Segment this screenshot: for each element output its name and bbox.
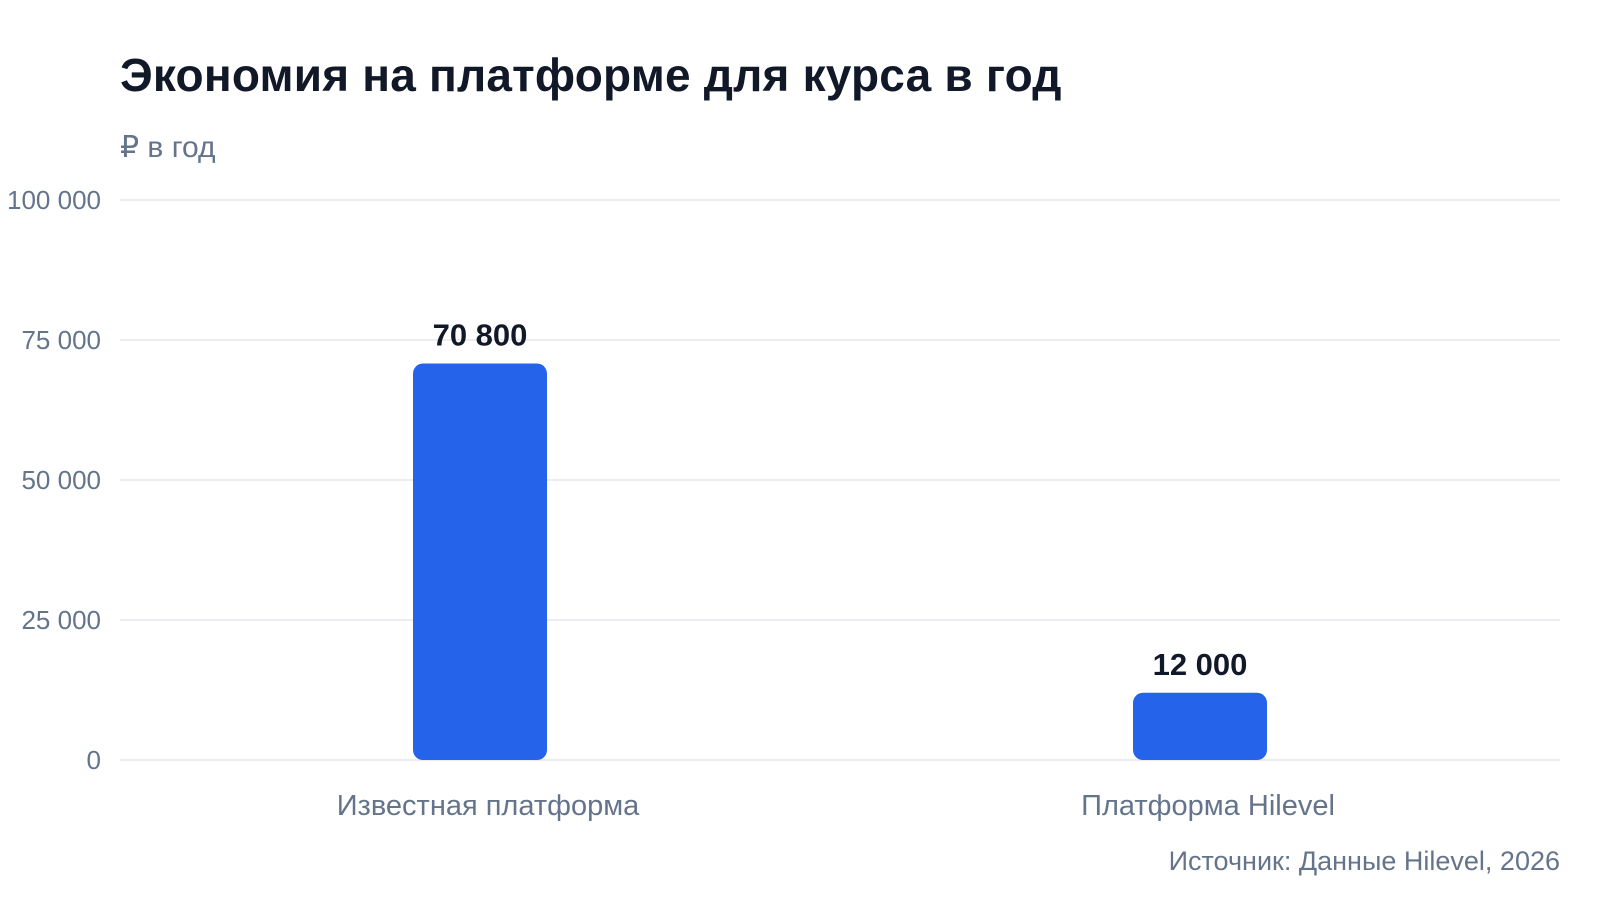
y-tick-label: 25 000: [21, 605, 101, 635]
grid-lines: [120, 199, 1560, 761]
y-axis-ticks: 0 25 000 50 000 75 000 100 000: [7, 185, 101, 775]
y-tick-label: 50 000: [21, 465, 101, 495]
chart-source: Источник: Данные Hilevel, 2026: [1168, 846, 1560, 876]
bars: [413, 363, 1267, 760]
bar-data-label: 12 000: [1153, 647, 1248, 682]
bar: [413, 363, 547, 760]
bar: [1133, 692, 1267, 760]
data-labels: 70 800 12 000: [433, 318, 1248, 682]
y-tick-label: 100 000: [7, 185, 101, 215]
x-category-label: Известная платформа: [337, 790, 640, 822]
y-tick-label: 0: [87, 745, 101, 775]
bar-data-label: 70 800: [433, 318, 528, 353]
x-category-label: Платформа Hilevel: [1081, 790, 1335, 822]
y-tick-label: 75 000: [21, 325, 101, 355]
x-axis-categories: Известная платформа Платформа Hilevel: [337, 790, 1335, 822]
chart-title: Экономия на платформе для курса в год: [120, 49, 1062, 101]
chart-subtitle: ₽ в год: [120, 131, 216, 164]
